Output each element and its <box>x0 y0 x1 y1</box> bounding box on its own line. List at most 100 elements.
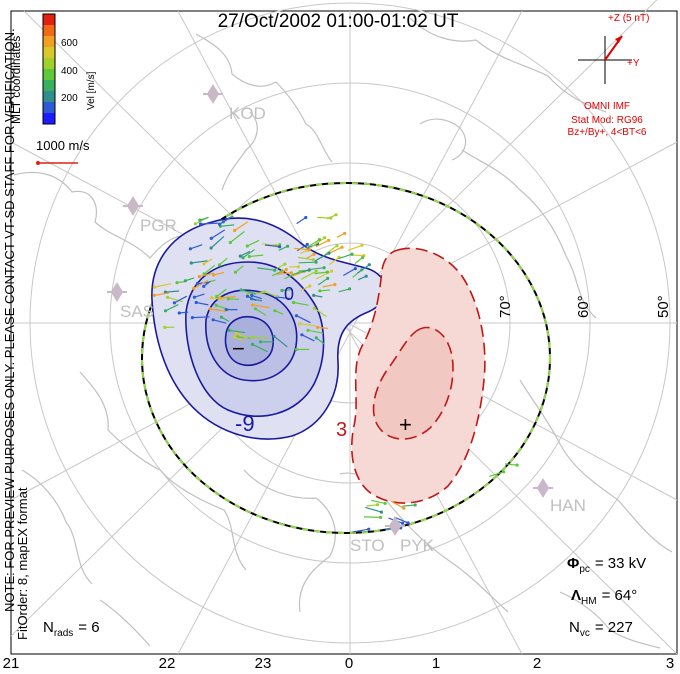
velocity-vector <box>391 500 405 509</box>
contour-labels: -9 − + 3 0 <box>232 284 412 441</box>
velocity-vector-origin <box>316 325 320 329</box>
velocity-vector <box>273 335 288 348</box>
velocity-vector-origin <box>202 284 206 288</box>
velocity-vector <box>308 267 325 271</box>
velocity-vector <box>165 290 180 293</box>
velocity-vector <box>296 243 308 252</box>
velocity-vector <box>247 295 257 302</box>
velocity-vector <box>281 289 292 292</box>
velocity-vector <box>257 267 275 271</box>
velocity-vector-origin <box>330 269 334 273</box>
velocity-vector <box>356 264 370 274</box>
velocity-vector <box>298 261 317 264</box>
station-kod-label: KOD <box>229 104 266 123</box>
velocity-vector-origin <box>198 218 202 222</box>
contour-label-neg: -9 <box>235 411 255 436</box>
velocity-vector-origin <box>515 463 519 467</box>
colorbar-label: Vel [m/s] <box>86 71 97 110</box>
velocity-vector-origin <box>245 244 249 248</box>
velocity-vector <box>296 216 307 225</box>
velocity-vector-origin <box>367 263 371 267</box>
velocity-vector-origin <box>152 285 156 289</box>
min-potential-marker: − <box>232 336 245 361</box>
colorbar-frame <box>42 13 56 125</box>
velocity-vector-origin <box>375 503 380 507</box>
colorbar-tick-600: 600 <box>61 38 78 49</box>
velocity-vector <box>299 323 316 327</box>
mlt-tick-3: 3 <box>666 655 674 672</box>
velocity-vector-origin <box>314 269 318 273</box>
velocity-vector <box>234 221 249 232</box>
velocity-vector <box>277 296 290 300</box>
velocity-vector-origin <box>193 222 197 226</box>
velocity-vector <box>190 244 203 250</box>
coast-siberia-e <box>409 17 607 113</box>
velocity-vector <box>366 504 378 507</box>
velocity-vector-origin <box>239 288 243 292</box>
velocity-vector <box>154 292 169 296</box>
imf-z-label: +Z (5 nT) <box>608 13 649 24</box>
velocity-vector <box>298 256 314 261</box>
velocity-vector <box>329 246 343 254</box>
velocity-vector <box>234 336 244 342</box>
velocity-vector <box>219 257 228 266</box>
imf-condition: Bz+/By+, 4<BT<6 <box>568 127 647 138</box>
velocity-vector <box>199 272 214 278</box>
lat-label-60: 60° <box>575 295 592 318</box>
stat-nvc-sub: vc <box>580 628 590 639</box>
latitude-labels: 70° 60° 50° <box>497 295 672 318</box>
velocity-vector-origin <box>215 294 219 299</box>
velocity-vector <box>363 516 381 518</box>
velocity-vector <box>489 471 504 477</box>
stat-lambda-sub: HM <box>581 596 597 607</box>
velocity-vector <box>252 304 270 309</box>
velocity-vector <box>203 264 216 275</box>
velocity-vector-origin <box>272 334 276 338</box>
velocity-vector <box>314 271 328 275</box>
velocity-vector-origin <box>361 255 365 260</box>
velocity-vector-origin <box>202 262 206 266</box>
velocity-vector <box>317 277 329 286</box>
max-potential-marker: + <box>399 412 412 437</box>
colorbar-segment <box>43 25 55 37</box>
velocity-vector-origin <box>413 503 417 507</box>
coast-siberia-c <box>461 149 597 319</box>
velocity-vector-origin <box>253 307 257 311</box>
velocity-vector <box>284 271 301 280</box>
velocity-vector-origin <box>226 297 230 301</box>
coast-greenland-w <box>243 469 336 613</box>
coordinate-label: MLT coordinates <box>9 36 23 124</box>
velocity-vector-origin <box>250 335 254 339</box>
velocity-vector-origin <box>250 293 254 297</box>
velocity-colorbar <box>42 13 56 125</box>
velocity-vector <box>210 235 225 249</box>
stat-nvc: Nvc = 227 <box>569 619 633 639</box>
velocity-vector <box>236 332 248 339</box>
velocity-vector-origin <box>197 275 201 279</box>
stat-nrads-value: = 6 <box>78 619 99 636</box>
velocity-vector-origin <box>190 316 194 320</box>
coast-hudson <box>79 371 247 571</box>
station-sas-marker <box>107 282 127 302</box>
station-sto-marker <box>385 516 405 536</box>
velocity-vector <box>252 343 268 353</box>
velocity-vector-origin <box>199 222 203 226</box>
colorbar-segment <box>43 58 55 70</box>
velocity-vector-origin <box>327 251 331 255</box>
velocity-vector <box>315 337 325 345</box>
velocity-vector-origin <box>304 215 308 220</box>
velocity-vector-origin <box>343 231 347 235</box>
velocity-vector-origin <box>163 309 168 313</box>
velocity-vector-origin <box>214 303 218 307</box>
velocity-vector-origin <box>350 252 354 256</box>
velocity-vector-origin <box>307 248 311 252</box>
coastlines <box>13 17 673 649</box>
mlt-tick-1: 1 <box>432 655 440 672</box>
stat-lambda-hm: ΛHM = 64° <box>571 587 637 607</box>
velocity-vector-origin <box>188 247 192 251</box>
station-pgr-label: PGR <box>140 216 177 235</box>
velocity-vector <box>294 247 310 251</box>
velocity-vector-origin <box>322 266 326 270</box>
imf-clock <box>578 35 632 84</box>
velocity-vector-origin <box>250 342 255 346</box>
